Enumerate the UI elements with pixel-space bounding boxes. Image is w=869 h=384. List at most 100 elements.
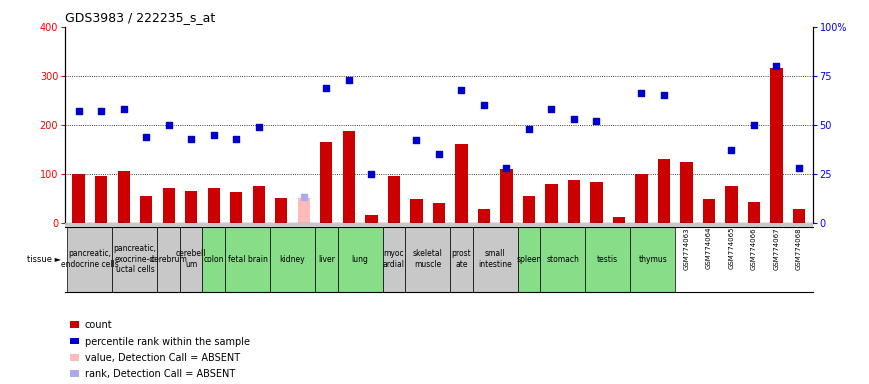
Bar <box>230 192 242 223</box>
Bar <box>410 199 422 223</box>
Text: pancreatic,
exocrine-d
uctal cells: pancreatic, exocrine-d uctal cells <box>114 244 156 274</box>
Text: GDS3983 / 222235_s_at: GDS3983 / 222235_s_at <box>65 11 216 24</box>
Bar <box>748 202 760 223</box>
Point <box>364 170 378 177</box>
Bar <box>658 159 670 223</box>
Bar <box>680 162 693 223</box>
Bar <box>253 186 265 223</box>
Bar <box>501 169 513 223</box>
Text: skeletal
muscle: skeletal muscle <box>413 250 442 269</box>
Bar <box>180 227 202 292</box>
Bar <box>342 131 355 223</box>
Bar <box>433 203 445 223</box>
Text: cerebrum: cerebrum <box>150 255 187 264</box>
Bar <box>590 182 602 223</box>
Text: tissue ►: tissue ► <box>27 255 61 264</box>
Bar <box>541 227 585 292</box>
Text: kidney: kidney <box>280 255 305 264</box>
Point <box>162 122 176 128</box>
Bar <box>567 180 580 223</box>
Point <box>589 118 603 124</box>
Point <box>297 194 311 200</box>
Bar <box>117 171 129 223</box>
Point <box>432 151 446 157</box>
Bar <box>478 209 490 223</box>
Bar <box>270 227 315 292</box>
Text: stomach: stomach <box>547 255 579 264</box>
Bar <box>208 189 220 223</box>
Bar <box>635 174 647 223</box>
Point <box>725 147 739 153</box>
Bar <box>455 144 468 223</box>
Point <box>207 131 221 138</box>
Text: value, Detection Call = ABSENT: value, Detection Call = ABSENT <box>84 353 240 363</box>
Bar <box>163 189 175 223</box>
Text: rank, Detection Call = ABSENT: rank, Detection Call = ABSENT <box>84 369 235 379</box>
Bar <box>793 209 806 223</box>
Point <box>792 165 806 171</box>
Point <box>319 84 333 91</box>
Point <box>139 134 153 140</box>
Bar <box>275 198 288 223</box>
Bar <box>185 191 197 223</box>
Bar <box>365 215 377 223</box>
Point <box>747 122 761 128</box>
Point <box>522 126 536 132</box>
Text: count: count <box>84 320 112 330</box>
Point <box>184 136 198 142</box>
Text: spleen: spleen <box>516 255 541 264</box>
Bar <box>405 227 450 292</box>
Text: colon: colon <box>203 255 224 264</box>
Bar <box>157 227 180 292</box>
Point <box>72 108 86 114</box>
Point <box>545 106 559 112</box>
Point <box>634 90 648 96</box>
Bar <box>72 174 85 223</box>
Bar <box>473 227 518 292</box>
Bar <box>703 199 715 223</box>
Text: percentile rank within the sample: percentile rank within the sample <box>84 337 249 347</box>
Text: prost
ate: prost ate <box>452 250 471 269</box>
Bar <box>518 227 541 292</box>
Bar <box>613 217 625 223</box>
Point <box>477 102 491 108</box>
Point <box>94 108 108 114</box>
Text: lung: lung <box>352 255 368 264</box>
Point <box>409 137 423 144</box>
Bar <box>297 198 310 223</box>
Text: small
intestine: small intestine <box>478 250 512 269</box>
Bar <box>522 196 535 223</box>
Bar <box>68 227 112 292</box>
Point <box>342 77 355 83</box>
Bar <box>70 338 79 344</box>
Bar <box>315 227 337 292</box>
Text: cerebell
um: cerebell um <box>176 250 207 269</box>
Bar <box>382 227 405 292</box>
Text: myoc
ardial: myoc ardial <box>383 250 405 269</box>
Bar <box>320 142 333 223</box>
Bar <box>70 370 79 377</box>
Bar <box>630 227 675 292</box>
Bar <box>140 196 152 223</box>
Point <box>500 165 514 171</box>
Text: pancreatic,
endocrine cells: pancreatic, endocrine cells <box>61 250 119 269</box>
Text: fetal brain: fetal brain <box>228 255 268 264</box>
Point <box>567 116 580 122</box>
Bar <box>70 354 79 361</box>
Bar <box>388 176 400 223</box>
Bar <box>95 176 108 223</box>
Bar <box>112 227 157 292</box>
Point <box>770 63 784 69</box>
Point <box>657 92 671 98</box>
Point <box>252 124 266 130</box>
Point <box>454 86 468 93</box>
Point <box>229 136 243 142</box>
Text: thymus: thymus <box>639 255 667 264</box>
Bar <box>202 227 225 292</box>
Text: testis: testis <box>597 255 618 264</box>
Bar <box>585 227 630 292</box>
Bar <box>726 186 738 223</box>
Text: liver: liver <box>318 255 335 264</box>
Bar <box>337 227 382 292</box>
Bar <box>70 321 79 328</box>
